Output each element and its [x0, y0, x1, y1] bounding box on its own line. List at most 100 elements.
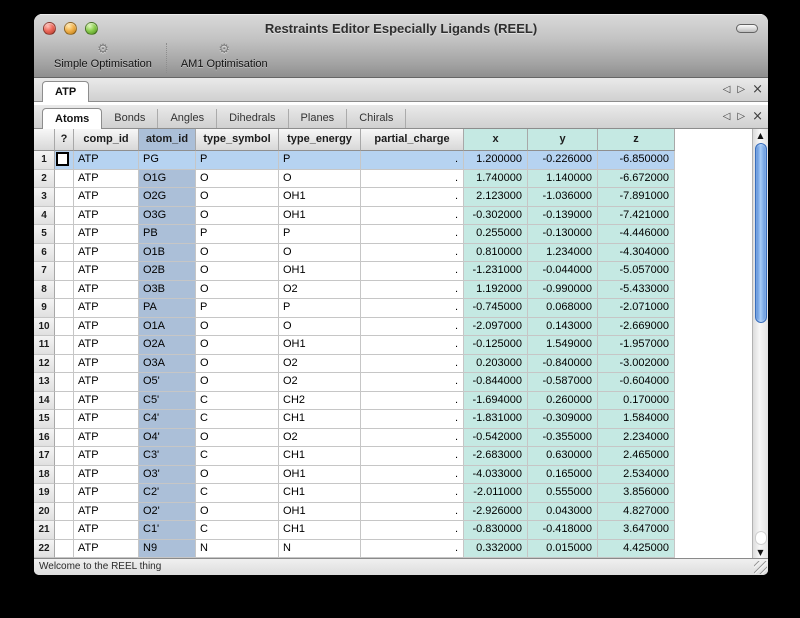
cell-atom-id[interactable]: C4' [139, 410, 196, 429]
cell-y[interactable]: -0.044000 [528, 262, 598, 281]
cell-y[interactable]: -0.355000 [528, 428, 598, 447]
cell-z[interactable]: -6.672000 [598, 169, 675, 188]
cell-y[interactable]: 0.068000 [528, 299, 598, 318]
scroll-down-icon[interactable]: ▼ [757, 548, 764, 557]
cell-comp-id[interactable]: ATP [74, 465, 139, 484]
cell-type-energy[interactable]: OH1 [279, 188, 361, 207]
cell-x[interactable]: -0.125000 [464, 336, 528, 355]
cell-type-symbol[interactable]: P [196, 151, 279, 170]
cell-flag[interactable] [55, 336, 74, 355]
cell-type-energy[interactable]: P [279, 225, 361, 244]
cell-x[interactable]: -4.033000 [464, 465, 528, 484]
cell-y[interactable]: 0.015000 [528, 539, 598, 558]
cell-z[interactable]: 3.856000 [598, 484, 675, 503]
cell-type-symbol[interactable]: C [196, 447, 279, 466]
cell-type-energy[interactable]: O2 [279, 428, 361, 447]
simple-optimisation-button[interactable]: ⚙ Simple Optimisation [40, 42, 166, 71]
column-header-comp-id[interactable]: comp_id [74, 129, 139, 151]
cell-y[interactable]: 0.555000 [528, 484, 598, 503]
column-header-z[interactable]: z [598, 129, 675, 151]
cell-partial-charge[interactable]: . [361, 373, 464, 392]
cell-partial-charge[interactable]: . [361, 465, 464, 484]
cell-z[interactable]: -3.002000 [598, 354, 675, 373]
cell-flag[interactable] [55, 539, 74, 558]
cell-comp-id[interactable]: ATP [74, 502, 139, 521]
cell-flag[interactable] [55, 206, 74, 225]
tab-atoms[interactable]: Atoms [42, 108, 103, 129]
cell-type-symbol[interactable]: C [196, 410, 279, 429]
cell-flag[interactable] [55, 225, 74, 244]
cell-comp-id[interactable]: ATP [74, 299, 139, 318]
cell-z[interactable]: 0.170000 [598, 391, 675, 410]
cell-flag[interactable] [55, 188, 74, 207]
cell-type-energy[interactable]: CH1 [279, 521, 361, 540]
column-header-y[interactable]: y [528, 129, 598, 151]
cell-y[interactable]: -0.418000 [528, 521, 598, 540]
cell-partial-charge[interactable]: . [361, 151, 464, 170]
cell-y[interactable]: -1.036000 [528, 188, 598, 207]
row-number[interactable]: 3 [34, 188, 55, 207]
cell-comp-id[interactable]: ATP [74, 262, 139, 281]
row-number[interactable]: 1 [34, 151, 55, 170]
cell-partial-charge[interactable]: . [361, 225, 464, 244]
cell-z[interactable]: -7.891000 [598, 188, 675, 207]
cell-x[interactable]: -2.926000 [464, 502, 528, 521]
row-number[interactable]: 5 [34, 225, 55, 244]
cell-y[interactable]: 0.260000 [528, 391, 598, 410]
cell-type-symbol[interactable]: O [196, 206, 279, 225]
cell-comp-id[interactable]: ATP [74, 280, 139, 299]
cell-z[interactable]: 3.647000 [598, 521, 675, 540]
cell-type-symbol[interactable]: O [196, 169, 279, 188]
cell-type-symbol[interactable]: O [196, 465, 279, 484]
tab-dihedrals[interactable]: Dihedrals [217, 109, 289, 128]
cell-partial-charge[interactable]: . [361, 521, 464, 540]
row-number[interactable]: 21 [34, 521, 55, 540]
tab-planes[interactable]: Planes [289, 109, 348, 128]
tab-scroll-left-icon[interactable]: ◁ [722, 111, 731, 122]
cell-atom-id[interactable]: O2G [139, 188, 196, 207]
cell-flag[interactable] [55, 299, 74, 318]
cell-z[interactable]: 2.534000 [598, 465, 675, 484]
column-header-partial-charge[interactable]: partial_charge [361, 129, 464, 151]
row-number[interactable]: 12 [34, 354, 55, 373]
cell-type-symbol[interactable]: P [196, 225, 279, 244]
row-number[interactable]: 14 [34, 391, 55, 410]
cell-type-energy[interactable]: O2 [279, 373, 361, 392]
cell-atom-id[interactable]: O4' [139, 428, 196, 447]
cell-y[interactable]: 0.043000 [528, 502, 598, 521]
cell-type-energy[interactable]: P [279, 151, 361, 170]
cell-partial-charge[interactable]: . [361, 447, 464, 466]
tab-scroll-right-icon[interactable]: ▷ [737, 84, 746, 95]
tab-scroll-left-icon[interactable]: ◁ [722, 84, 731, 95]
cell-comp-id[interactable]: ATP [74, 521, 139, 540]
cell-y[interactable]: 0.143000 [528, 317, 598, 336]
cell-flag[interactable] [55, 169, 74, 188]
cell-atom-id[interactable]: O5' [139, 373, 196, 392]
cell-flag[interactable] [55, 410, 74, 429]
cell-comp-id[interactable]: ATP [74, 243, 139, 262]
cell-type-symbol[interactable]: N [196, 539, 279, 558]
cell-y[interactable]: 1.549000 [528, 336, 598, 355]
cell-flag[interactable] [55, 447, 74, 466]
cell-z[interactable]: -2.071000 [598, 299, 675, 318]
cell-partial-charge[interactable]: . [361, 280, 464, 299]
cell-flag[interactable] [55, 151, 74, 170]
vertical-scrollbar[interactable]: ▲ ▼ [752, 129, 768, 558]
cell-comp-id[interactable]: ATP [74, 391, 139, 410]
cell-x[interactable]: -1.231000 [464, 262, 528, 281]
cell-type-symbol[interactable]: C [196, 391, 279, 410]
cell-comp-id[interactable]: ATP [74, 447, 139, 466]
cell-flag[interactable] [55, 465, 74, 484]
cell-x[interactable]: -2.011000 [464, 484, 528, 503]
cell-comp-id[interactable]: ATP [74, 484, 139, 503]
cell-x[interactable]: 0.203000 [464, 354, 528, 373]
cell-type-energy[interactable]: O [279, 169, 361, 188]
cell-type-energy[interactable]: CH1 [279, 410, 361, 429]
cell-flag[interactable] [55, 484, 74, 503]
cell-type-symbol[interactable]: O [196, 354, 279, 373]
cell-y[interactable]: -0.990000 [528, 280, 598, 299]
row-number[interactable]: 20 [34, 502, 55, 521]
cell-x[interactable]: -1.831000 [464, 410, 528, 429]
cell-comp-id[interactable]: ATP [74, 225, 139, 244]
cell-z[interactable]: -5.433000 [598, 280, 675, 299]
